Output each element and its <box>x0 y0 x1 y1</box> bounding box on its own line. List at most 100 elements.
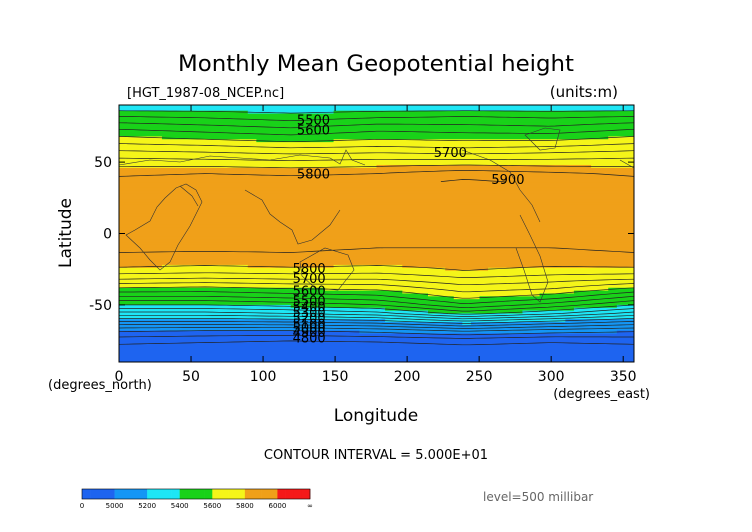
color-band-cell <box>119 147 634 152</box>
color-band-cell <box>256 139 335 143</box>
color-band-cell <box>119 290 403 295</box>
color-band-cell <box>119 244 634 249</box>
color-band-cell <box>119 333 634 337</box>
color-band-cell <box>359 330 618 335</box>
color-band-cell <box>119 153 634 157</box>
colorbar-segment <box>98 489 107 499</box>
color-band-cell <box>565 319 634 323</box>
color-band-cell <box>119 233 634 237</box>
color-band-cell <box>119 202 634 206</box>
color-band-cell <box>119 207 634 212</box>
color-band-cell <box>428 293 541 297</box>
colorbar-tick-label: 5800 <box>236 502 254 510</box>
color-band-cell <box>119 182 634 186</box>
color-band-cell <box>376 164 592 169</box>
color-band-cell <box>119 247 634 252</box>
contour-label: 5700 <box>293 272 326 287</box>
colorbar-segment <box>163 489 172 499</box>
color-band-cell <box>119 339 634 343</box>
color-band-cell <box>119 136 163 140</box>
color-band-cell <box>119 287 326 292</box>
colorbar-segment <box>228 489 238 499</box>
contour-line <box>119 143 634 149</box>
color-band-cell <box>119 119 634 123</box>
color-band-cell <box>119 256 634 260</box>
colorbar-segment <box>90 489 99 499</box>
chart-title: Monthly Mean Geopotential height <box>178 52 574 77</box>
color-band-cell <box>119 170 634 175</box>
color-band-cell <box>119 344 634 349</box>
contour-line <box>119 321 634 327</box>
contour-line <box>119 304 634 315</box>
color-band-cell <box>333 110 634 115</box>
color-band-cell <box>333 264 403 269</box>
color-band-cell <box>119 236 634 240</box>
contour-line <box>119 291 634 304</box>
color-band-cell <box>119 242 634 246</box>
colorbar-segment <box>171 489 181 499</box>
colorbar-segment <box>187 489 197 499</box>
color-band-cell <box>119 179 634 183</box>
coastlines <box>119 127 634 303</box>
color-band-cell <box>119 273 634 277</box>
contour-line <box>119 150 634 155</box>
contour-line <box>119 335 634 339</box>
color-band-cell <box>119 299 634 303</box>
color-bands <box>119 105 634 362</box>
contour-line <box>119 116 634 122</box>
x-tick-label: 250 <box>466 369 493 385</box>
color-band-cell <box>119 219 634 223</box>
color-band-cell <box>119 353 634 357</box>
color-band-cell <box>119 279 634 283</box>
color-band-cell <box>119 336 634 340</box>
contour-lines <box>119 105 634 362</box>
color-band-cell <box>616 304 634 309</box>
colorbar-tick-label: 5000 <box>106 502 124 510</box>
contour-label: 5800 <box>293 262 326 277</box>
color-band-cell <box>616 330 634 335</box>
color-band-cell <box>119 113 634 118</box>
color-band-cell <box>119 230 634 235</box>
colorbar-segment <box>236 489 246 499</box>
colorbar-segment <box>220 489 229 499</box>
colorbar-segment <box>204 489 213 499</box>
colorbar-segment <box>253 489 262 499</box>
color-band-cell <box>119 184 634 189</box>
colorbar-segment <box>212 489 221 499</box>
colorbar-frame <box>81 488 311 500</box>
contour-label: 5000 <box>293 322 326 337</box>
color-band-cell <box>333 139 634 143</box>
color-band-cell <box>119 139 257 143</box>
contour-line <box>119 286 634 299</box>
contour-line <box>119 327 634 332</box>
color-band-cell <box>119 284 634 289</box>
contour-label: 5300 <box>293 306 326 321</box>
color-band-cell <box>161 264 249 269</box>
contour-label: 5600 <box>297 123 330 138</box>
y-axis-label: Latitude <box>56 198 76 268</box>
contour-line <box>119 314 634 322</box>
color-band-cell <box>608 136 634 140</box>
colorbar-segment <box>285 489 295 499</box>
colorbar-segment <box>139 489 148 499</box>
color-band-cell <box>119 124 634 129</box>
y-tick-label: -50 <box>89 298 112 314</box>
color-band-cell <box>119 127 634 132</box>
contour-label: 5400 <box>293 300 326 315</box>
color-band-cell <box>119 253 634 257</box>
color-band-cell <box>488 267 634 272</box>
color-band-cell <box>119 142 634 146</box>
y-unit-label: (degrees_north) <box>48 378 152 393</box>
color-band-cell <box>119 239 634 243</box>
y-tick-label: 0 <box>103 227 112 243</box>
color-band-cell <box>119 227 634 232</box>
contour-label: 4800 <box>293 332 326 347</box>
contour-line <box>119 311 634 320</box>
x-tick-label: 350 <box>610 369 637 385</box>
colorbar-segment <box>147 489 156 499</box>
colorbar-segment <box>122 489 132 499</box>
color-band-cell <box>161 136 609 140</box>
color-band-cell <box>119 267 446 272</box>
x-tick-label: 0 <box>115 369 124 385</box>
